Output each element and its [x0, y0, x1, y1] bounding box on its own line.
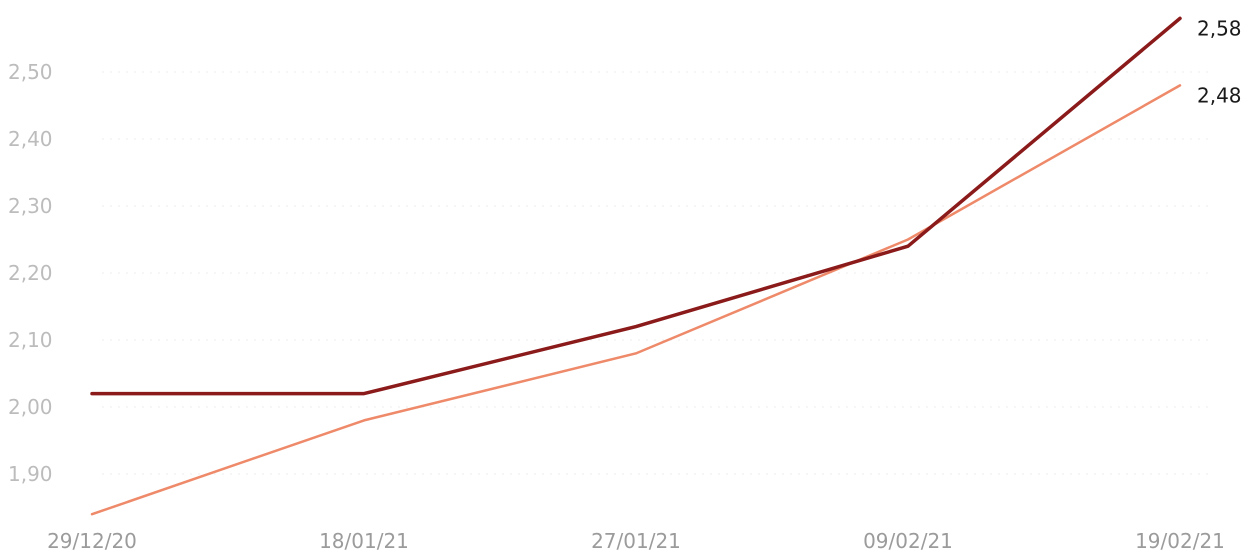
x-tick-label: 27/01/21	[591, 529, 681, 552]
series-group	[90, 16, 1182, 516]
y-tick-label: 2,30	[8, 194, 53, 218]
y-tick-label: 2,10	[8, 328, 53, 352]
x-axis: 29/12/20 18/01/21 27/01/21 09/02/21 19/0…	[47, 529, 1225, 552]
end-labels: 2,58 2,48	[1197, 16, 1242, 107]
x-tick-label: 18/01/21	[319, 529, 409, 552]
x-tick-label: 19/02/21	[1135, 529, 1225, 552]
y-tick-label: 2,00	[8, 395, 53, 419]
x-tick-label: 29/12/20	[47, 529, 137, 552]
x-tick-label: 09/02/21	[863, 529, 953, 552]
y-tick-label: 1,90	[8, 462, 53, 486]
y-axis: 1,90 2,00 2,10 2,20 2,30 2,40 2,50	[8, 60, 53, 486]
y-tick-label: 2,40	[8, 127, 53, 151]
grid-lines	[102, 71, 1210, 475]
series-end-label-light: 2,48	[1197, 83, 1242, 107]
series-line-dark	[90, 16, 1182, 396]
y-tick-label: 2,20	[8, 261, 53, 285]
series-line-light	[90, 84, 1182, 516]
y-tick-label: 2,50	[8, 60, 53, 84]
series-end-label-dark: 2,58	[1197, 16, 1242, 40]
